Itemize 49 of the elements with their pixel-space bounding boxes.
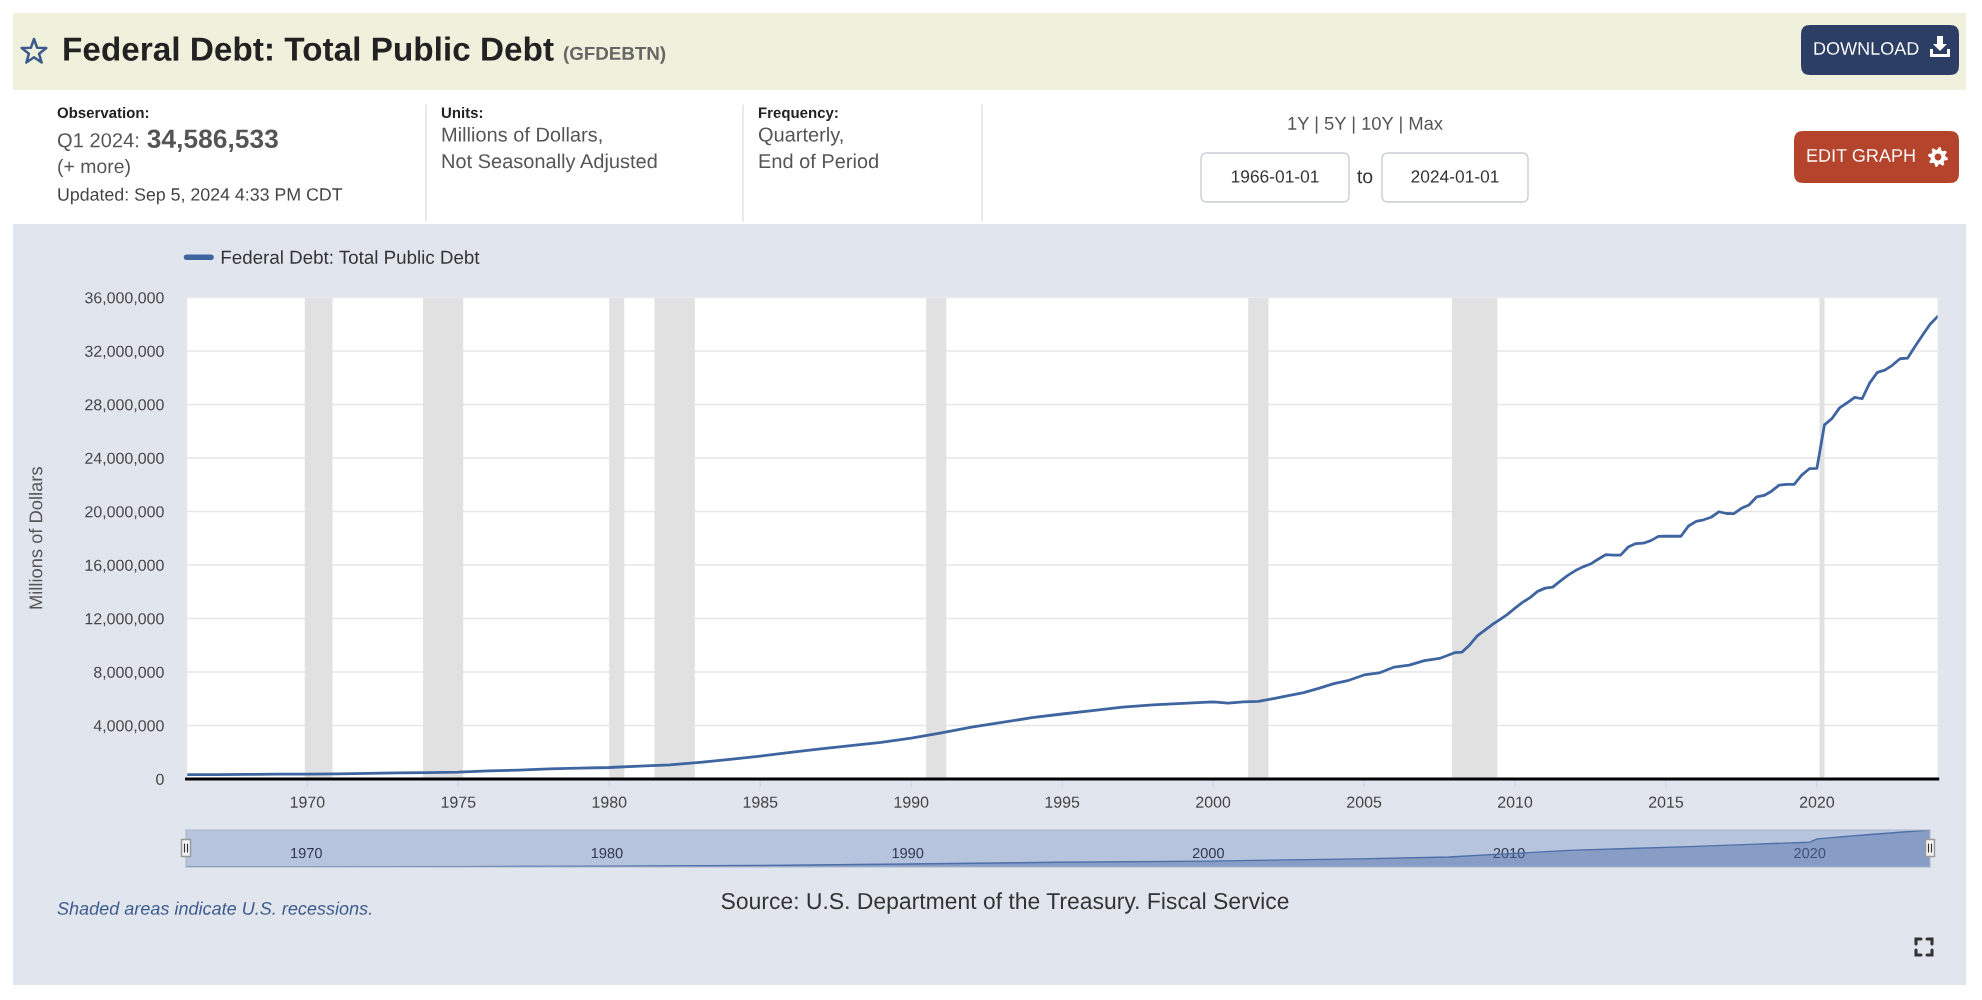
y-tick-label: 28,000,000 xyxy=(85,399,164,413)
y-tick-label: 16,000,000 xyxy=(85,559,164,573)
x-tick-label: 2000 xyxy=(1196,796,1231,808)
text: EDIT GRAPH xyxy=(1807,149,1915,162)
x-tick-label: 1970 xyxy=(291,847,322,859)
x-tick-label: 1980 xyxy=(592,796,627,808)
y-tick-label: 0 xyxy=(156,773,164,785)
x-tick-label: 1990 xyxy=(894,796,929,808)
y-tick-label: 24,000,000 xyxy=(85,452,164,466)
text: Observation: xyxy=(57,107,149,119)
x-tick-label: 2015 xyxy=(1649,796,1684,808)
x-tick-label: 2020 xyxy=(1794,847,1826,859)
x-tick-label: 1990 xyxy=(892,847,924,859)
text: 2024-01-01 xyxy=(1411,170,1499,183)
x-tick-label: 1975 xyxy=(441,796,476,808)
y-axis-title: Millions of Dollars xyxy=(28,467,43,609)
chart-subtitle: (GFDEBTN) xyxy=(563,46,666,64)
y-tick-label: 36,000,000 xyxy=(85,292,164,306)
chart-title: Federal Debt: Total Public Debt xyxy=(64,36,554,61)
y-tick-label: 20,000,000 xyxy=(85,506,164,520)
x-tick-label: 2010 xyxy=(1498,796,1533,808)
x-tick-label: 1995 xyxy=(1045,796,1080,808)
x-tick-label: 1970 xyxy=(290,796,325,808)
text: Q1 2024: xyxy=(57,133,139,152)
text: Frequency: xyxy=(759,107,838,121)
x-tick-label: 1985 xyxy=(743,796,778,808)
text: (+ more) xyxy=(58,158,130,178)
text: Units: xyxy=(441,107,483,119)
text: 1Y | 5Y | 10Y | Max xyxy=(1288,116,1443,134)
text: to xyxy=(1357,170,1373,184)
text: Millions of Dollars, Not Seasonally Adjusted xyxy=(442,127,657,173)
y-tick-label: 12,000,000 xyxy=(85,613,164,627)
text: Shaded areas indicate U.S. recessions. xyxy=(57,901,371,915)
source-note: Source: U.S. Department of the Treasury. Fiscal Service xyxy=(721,892,1289,914)
legend-label: Federal Debt: Total Public Debt xyxy=(221,250,480,264)
text: DOWNLOAD xyxy=(1814,42,1919,55)
y-tick-label: 4,000,000 xyxy=(93,720,164,734)
x-tick-label: 2020 xyxy=(1799,796,1835,808)
x-tick-label: 2005 xyxy=(1347,796,1382,808)
x-tick-label: 1980 xyxy=(591,847,623,859)
x-tick-label: 2010 xyxy=(1493,847,1525,859)
y-tick-label: 32,000,000 xyxy=(85,345,164,359)
text: 34,586,533 xyxy=(147,129,278,152)
line-series xyxy=(186,315,1938,777)
text: Updated: Sep 5, 2024 4:33 PM CDT xyxy=(58,187,343,205)
y-tick-label: 8,000,000 xyxy=(94,666,164,680)
text: Quarterly, End of Period xyxy=(758,127,878,169)
x-tick-label: 2000 xyxy=(1192,847,1224,859)
text: 1966-01-01 xyxy=(1231,170,1319,183)
